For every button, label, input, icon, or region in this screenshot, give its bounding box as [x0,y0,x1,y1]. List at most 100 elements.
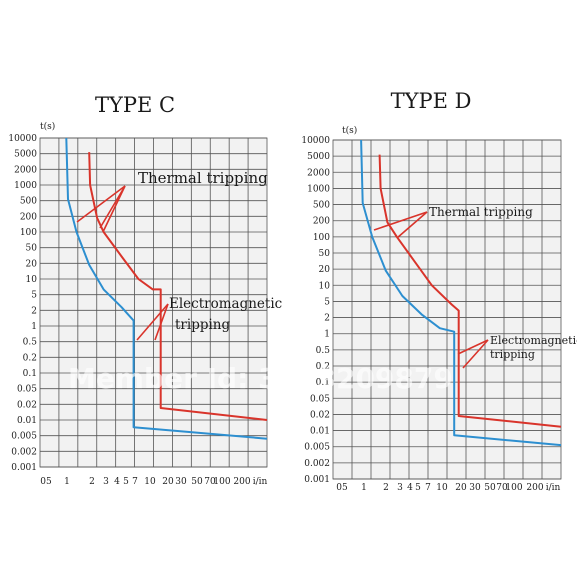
x-tick-label: 3 [103,477,109,487]
x-tick-label: 10 [436,483,448,493]
series-line-blue [65,137,268,440]
y-tick-label: 0.002 [11,447,37,457]
annotation-leader-line [154,303,169,341]
y-tick-label: 10000 [301,136,330,146]
annotation-leader-line [136,303,169,341]
y-tick-label: 0.2 [23,353,37,363]
x-tick-label: 7 [132,477,138,487]
y-tick-label: 5000 [14,150,37,160]
x-tick-label: 3 [397,483,403,493]
x-tick-label: 4 [407,483,413,493]
y-tick-label: 0.01 [17,416,37,426]
annotation-label: Thermal tripping [138,169,268,187]
y-tick-label: 5000 [307,152,330,162]
chart-title: TYPE C [95,93,175,117]
annotation-leader-line [102,185,126,233]
x-unit-label: i/in [253,477,268,487]
x-tick-label: 50 [191,477,203,487]
y-tick-label: 0.001 [304,475,330,485]
y-tick-label: 100 [313,233,330,243]
y-tick-label: 0.05 [17,385,37,395]
y-tick-label: 10 [319,281,331,291]
y-tick-label: 200 [20,212,37,222]
y-tick-label: 1 [324,330,330,340]
x-tick-label: 70 [204,477,216,487]
y-tick-label: 0.05 [310,394,330,404]
x-tick-label: 200 [526,483,543,493]
y-tick-label: 100 [20,228,37,238]
y-tick-label: 0.005 [11,432,37,442]
annotation-label: Thermal tripping [429,205,533,219]
annotation-leader-line [396,211,428,239]
x-unit-label: i/in [546,483,561,493]
chart-type-d: 100005000200010005002001005020105210.50.… [301,89,577,493]
series-line-blue [360,139,562,447]
annotation-leader-line [373,211,428,231]
y-tick-label: 0.002 [304,459,330,469]
y-tick-label: 0.02 [17,400,37,410]
x-tick-label: 05 [40,477,52,487]
y-tick-label: 10000 [8,134,37,144]
y-tick-label: 2 [31,306,37,316]
x-tick-label: 50 [484,483,496,493]
y-tick-label: 0.2 [316,362,330,372]
annotation-leader-line [76,185,126,223]
x-tick-label: 100 [213,477,230,487]
x-tick-label: 30 [469,483,481,493]
x-tick-label: 100 [505,483,522,493]
y-tick-label: 5 [31,291,37,301]
y-tick-label: 0.005 [304,443,330,453]
x-tick-label: 1 [361,483,367,493]
annotation-label: Electromagnetic [490,334,577,347]
annotation-leader-line [457,339,489,355]
y-tick-label: 500 [20,197,37,207]
annotation-label: Electromagnetic [169,296,282,312]
y-tick-label: 0.5 [23,338,38,348]
y-tick-label: 5 [324,297,330,307]
y-axis-label: t(s) [342,125,357,136]
x-tick-label: 4 [114,477,120,487]
annotation-label: tripping [490,348,535,361]
x-tick-label: 30 [175,477,187,487]
y-tick-label: 500 [313,201,330,211]
x-tick-label: 2 [89,477,95,487]
chart-title: TYPE D [391,89,472,113]
x-tick-label: 20 [162,477,174,487]
series-line-red [378,154,562,428]
y-tick-label: 50 [26,244,38,254]
x-tick-label: 200 [233,477,250,487]
y-tick-label: 0.1 [316,378,330,388]
y-axis-label: t(s) [40,121,55,132]
y-tick-label: 0.001 [11,463,37,473]
x-tick-label: 05 [336,483,348,493]
y-tick-label: 0.1 [23,369,37,379]
x-tick-label: 10 [144,477,156,487]
x-tick-label: 20 [455,483,467,493]
x-tick-label: 70 [496,483,508,493]
y-tick-label: 0.01 [310,427,330,437]
y-tick-label: 20 [319,265,331,275]
y-tick-label: 1 [31,322,37,332]
y-tick-label: 2000 [307,168,330,178]
x-tick-label: 1 [64,477,70,487]
annotation-label: tripping [175,317,230,333]
y-tick-label: 50 [319,249,331,259]
y-tick-label: 2 [324,314,330,324]
y-tick-label: 2000 [14,165,37,175]
y-tick-label: 10 [26,275,38,285]
x-tick-label: 5 [123,477,129,487]
y-tick-label: 1000 [307,184,330,194]
y-tick-label: 20 [26,259,38,269]
y-tick-label: 200 [313,217,330,227]
chart-type-c: 100005000200010005002001005020105210.50.… [8,93,282,487]
x-tick-label: 7 [425,483,431,493]
x-tick-label: 5 [415,483,421,493]
y-tick-label: 0.5 [316,346,331,356]
x-tick-label: 2 [383,483,389,493]
series-line-red [88,152,268,421]
annotation-leader-line [462,339,489,369]
y-tick-label: 1000 [14,181,37,191]
watermark-text: Member Id: 3003209879 [68,362,453,395]
y-tick-label: 0.02 [310,410,330,420]
